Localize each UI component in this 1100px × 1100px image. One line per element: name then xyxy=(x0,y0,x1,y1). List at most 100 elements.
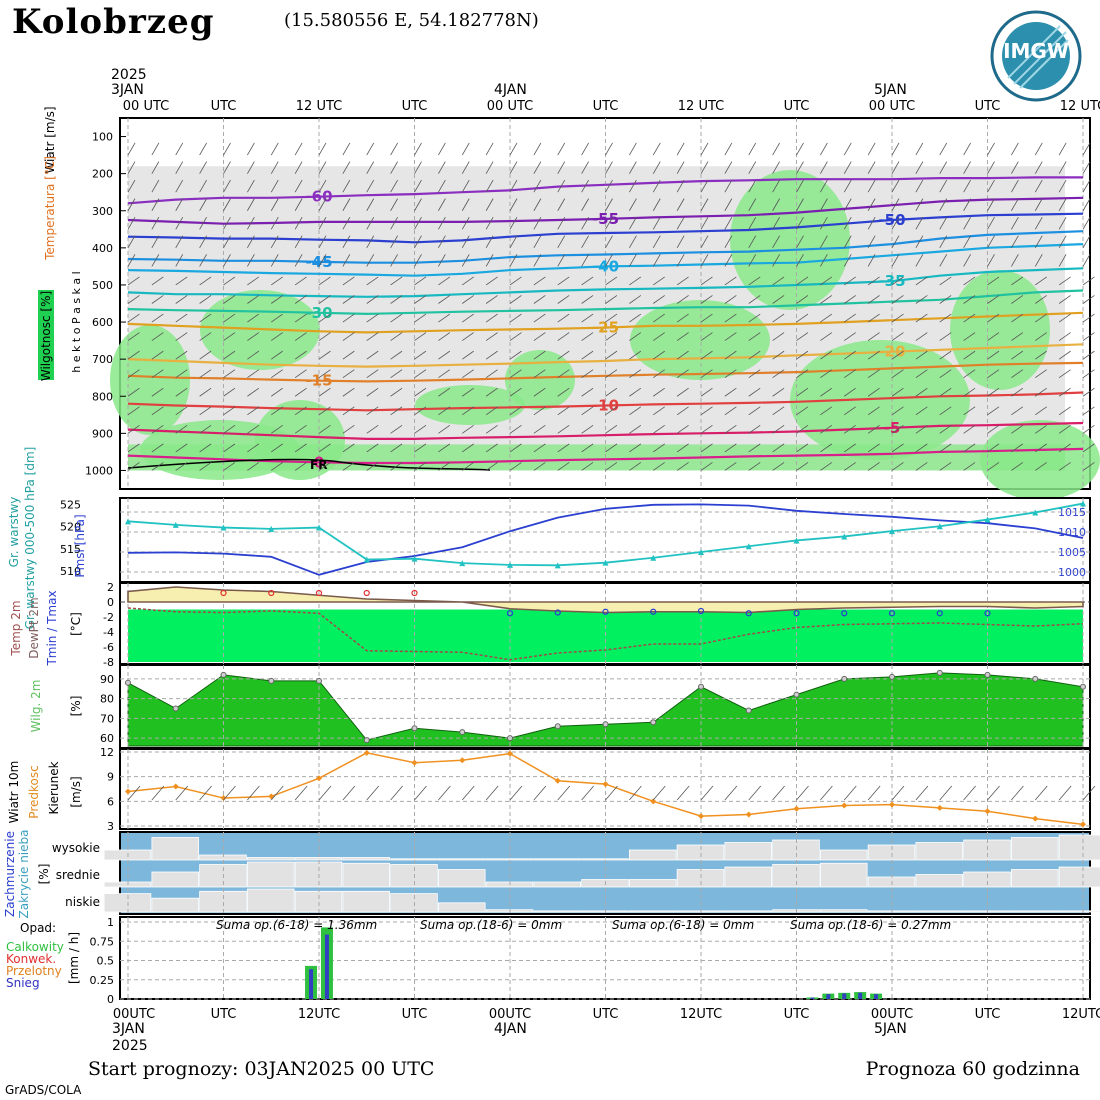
wind-barb xyxy=(462,369,474,379)
top-time-label: UTC xyxy=(211,99,237,114)
wind-barb xyxy=(605,387,618,397)
wind-barb xyxy=(629,332,642,341)
wind-barb xyxy=(462,443,474,453)
wind-barb xyxy=(796,443,809,453)
cloud-cover-bar xyxy=(294,890,343,913)
wind-barb xyxy=(748,295,761,304)
wind-barb xyxy=(390,198,398,211)
wind-barb xyxy=(175,406,188,416)
thickness-marker xyxy=(650,554,657,561)
pressure-tick: 200 xyxy=(92,168,113,181)
wind-barb xyxy=(844,313,856,323)
wind-barb xyxy=(891,295,904,304)
precip-conv-label: Konwek. xyxy=(6,952,56,966)
wind-barb xyxy=(509,332,522,341)
wind-barb xyxy=(629,276,642,286)
wind-barb xyxy=(772,785,785,801)
wind-barb xyxy=(796,462,809,471)
wind-barb xyxy=(1058,332,1071,341)
wind-barb xyxy=(891,369,904,379)
thickness-marker xyxy=(889,528,895,535)
wind-barb xyxy=(653,443,665,453)
wind-barb xyxy=(175,332,188,341)
wind-barb xyxy=(843,254,852,267)
cloud-cover-bar xyxy=(342,857,391,861)
wind-speed-marker xyxy=(411,759,418,766)
cloud-cover-bar xyxy=(437,869,486,888)
wind-barb xyxy=(820,254,828,267)
wind-barb xyxy=(509,785,523,801)
wind-barb xyxy=(939,295,952,304)
wind-barb xyxy=(247,424,260,434)
wind-barb xyxy=(342,179,351,193)
software-credit: GrADS/COLA xyxy=(5,1083,82,1097)
wind-barb xyxy=(557,424,570,434)
wind-barb xyxy=(366,462,379,471)
wind-barb xyxy=(414,161,422,174)
wind-speed-marker xyxy=(316,775,322,782)
isotherm-label: -50 xyxy=(878,211,905,229)
top-time-label: 00 UTC xyxy=(123,99,169,114)
wind-barb xyxy=(676,785,690,801)
isotherm-line xyxy=(127,267,1084,298)
wind-barb xyxy=(724,350,737,360)
cloud-cover-bar xyxy=(151,837,200,861)
wind-barb xyxy=(509,295,522,304)
wind-barb xyxy=(700,235,709,249)
tminmax-marker xyxy=(363,589,370,597)
cloud-cover-bar xyxy=(199,890,247,913)
cloud-cover-bar xyxy=(294,857,343,861)
wind-barb xyxy=(891,350,904,360)
wind-barb xyxy=(557,462,570,471)
cloud-cover-bar xyxy=(724,842,773,861)
thickness-tick: 520 xyxy=(60,521,81,534)
bottom-time-label: 00UTC xyxy=(489,1007,531,1022)
wind-barb xyxy=(509,198,518,211)
wind-barb xyxy=(820,142,828,156)
wind-barb xyxy=(724,785,738,801)
wind-barb xyxy=(438,198,446,211)
wind-barb xyxy=(485,462,498,471)
wind-barb xyxy=(438,332,451,341)
wind-barb xyxy=(820,369,833,379)
left-labels: Wiatr [m/s] Temperatura [°C] Wilgotnosc … xyxy=(3,106,100,990)
wind-barb xyxy=(629,216,637,230)
wind-barb xyxy=(867,235,876,249)
wind-barb xyxy=(175,198,184,211)
wind-barb xyxy=(844,350,856,360)
wind-barb xyxy=(414,198,422,211)
wind-barb xyxy=(294,254,303,267)
wind-barb xyxy=(1082,179,1091,193)
wind-barb xyxy=(987,161,995,174)
wind-barb xyxy=(127,313,140,323)
wind-barb xyxy=(1058,369,1071,379)
wind-barb xyxy=(390,424,403,434)
wind-barb xyxy=(605,216,613,230)
wind-barb xyxy=(963,179,971,193)
wind-barb xyxy=(915,161,924,174)
cloud-cover-bar xyxy=(724,910,773,913)
wind-barb xyxy=(796,424,809,434)
wind-barb xyxy=(581,179,589,193)
isotherm-line xyxy=(127,230,1084,264)
wind-barb xyxy=(748,462,761,471)
wind-barb xyxy=(485,142,494,156)
date-label-bottom-2: 4JAN xyxy=(494,1021,527,1037)
wind-barb xyxy=(676,216,685,230)
bottom-time-label: 00UTC xyxy=(871,1007,913,1022)
wind-speed-marker xyxy=(936,804,943,811)
wind-barb xyxy=(366,369,379,379)
wind-barb xyxy=(1011,406,1024,416)
wind-barb xyxy=(915,216,924,230)
wind-barb xyxy=(247,142,255,156)
year-label-bottom: 2025 xyxy=(112,1038,148,1054)
wind-barb xyxy=(1058,142,1067,156)
wind-barb xyxy=(438,216,446,230)
wind-barb xyxy=(1082,235,1091,249)
temp-tick: -4 xyxy=(103,626,114,639)
wind-barb xyxy=(676,161,685,174)
date-label-bottom-3: 5JAN xyxy=(874,1021,907,1037)
wind-barb xyxy=(987,424,1000,434)
rh-marker xyxy=(459,729,466,736)
wind-barb xyxy=(414,313,427,323)
